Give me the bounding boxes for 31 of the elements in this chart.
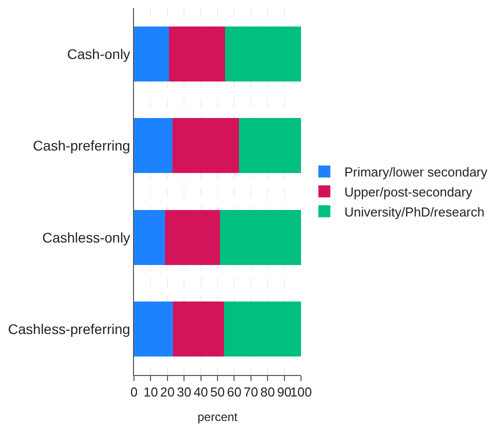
x-tick-label: 30 (176, 384, 192, 400)
legend-label: University/PhD/research (344, 204, 484, 220)
bar (224, 302, 301, 357)
y-tick-label: Cashless-only (42, 229, 130, 246)
x-tick-label: 50 (210, 384, 225, 400)
x-tick-label: 10 (143, 384, 158, 400)
x-tick-label: 90 (277, 384, 292, 400)
bar (134, 210, 165, 265)
x-tick-label: 70 (244, 384, 258, 400)
bar (134, 118, 172, 174)
legend-label: Primary/lower secondary (344, 164, 488, 180)
x-tick-label: 0 (130, 384, 138, 400)
y-tick-label: Cashless-preferring (8, 321, 130, 338)
bar (172, 302, 224, 357)
bar (238, 118, 301, 174)
x-tick-label: 40 (194, 384, 208, 400)
bar (220, 210, 301, 265)
bar (134, 26, 170, 82)
bar (169, 26, 226, 82)
x-tick-label: 60 (226, 384, 242, 400)
bar (172, 118, 239, 174)
y-tick-label: Cash-only (67, 46, 130, 62)
bar (225, 26, 301, 82)
x-axis-title: percent (197, 410, 238, 424)
x-tick-label: 80 (260, 384, 275, 400)
x-tick-label: 20 (160, 384, 175, 400)
bar (134, 302, 173, 357)
bar (164, 210, 220, 265)
y-tick-label: Cash-preferring (32, 138, 130, 154)
x-tick-label: 100 (290, 384, 312, 400)
legend-label: Upper/post-secondary (344, 184, 473, 200)
